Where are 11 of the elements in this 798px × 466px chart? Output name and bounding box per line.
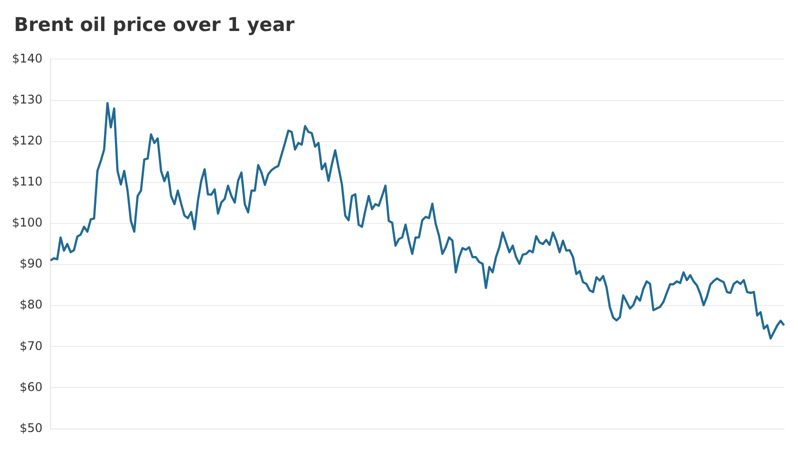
y-tick-label: $50	[20, 420, 43, 435]
y-tick-label: $120	[12, 133, 43, 148]
y-tick-label: $100	[12, 216, 43, 230]
y-tick-label: $70	[20, 338, 43, 353]
y-tick-label: $90	[20, 256, 43, 271]
y-tick-label: $110	[12, 174, 43, 189]
y-tick-label: $130	[12, 92, 43, 106]
y-tick-label: $140	[12, 51, 43, 66]
chart-title: Brent oil price over 1 year	[14, 14, 295, 36]
y-tick-label: $80	[20, 298, 43, 312]
y-tick-label: $60	[20, 380, 43, 394]
